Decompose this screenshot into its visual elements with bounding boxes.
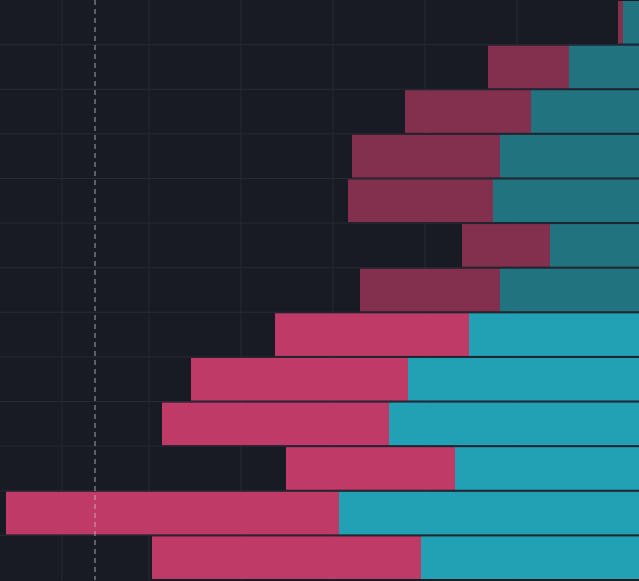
bar [500, 134, 639, 178]
bar [152, 536, 421, 579]
bar [408, 357, 639, 401]
bar [569, 45, 639, 89]
bar [339, 491, 639, 535]
bar [421, 536, 639, 579]
bar [493, 179, 639, 223]
bar [469, 313, 639, 356]
bar [488, 45, 569, 89]
bar [191, 357, 408, 401]
bar [360, 268, 500, 312]
bar [162, 402, 389, 446]
bar [623, 1, 639, 44]
bar [500, 268, 639, 312]
bar [455, 447, 639, 490]
bar [348, 179, 493, 223]
bar [6, 491, 339, 535]
bar [405, 90, 531, 133]
bar [286, 447, 455, 490]
bar [352, 134, 500, 178]
bar [462, 224, 550, 267]
bar [550, 224, 639, 267]
bar [389, 402, 639, 446]
bar [531, 90, 639, 133]
bar [275, 313, 469, 356]
bar [618, 1, 623, 44]
